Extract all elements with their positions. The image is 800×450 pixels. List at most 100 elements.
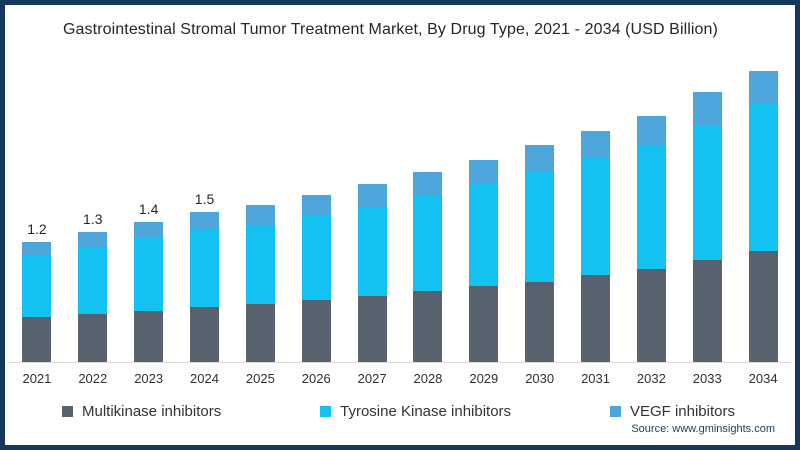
bar-stack-2029 <box>469 160 499 362</box>
bar-segment-tyrosine-kinase-inhibitors-2031 <box>581 158 611 275</box>
bar-segment-vegf-inhibitors-2022 <box>78 232 108 247</box>
bar-segment-tyrosine-kinase-inhibitors-2026 <box>301 215 331 300</box>
bar-column-2032 <box>623 68 679 362</box>
bar-stack-2021 <box>22 242 52 362</box>
bar-stack-2032 <box>636 116 666 362</box>
bar-segment-multikinase-inhibitors-2030 <box>525 282 555 362</box>
bar-column-2034 <box>735 68 791 362</box>
x-axis-label-2027: 2027 <box>357 371 387 386</box>
bar-segment-tyrosine-kinase-inhibitors-2030 <box>525 171 555 282</box>
bar-stack-2027 <box>357 184 387 362</box>
bar-segment-tyrosine-kinase-inhibitors-2025 <box>245 225 275 304</box>
legend-swatch-multikinase-inhibitors <box>62 406 73 417</box>
bar-value-label-2023: 1.4 <box>138 201 159 217</box>
bar-value-label-2022: 1.3 <box>83 211 103 227</box>
bar-segment-multikinase-inhibitors-2028 <box>413 291 443 362</box>
bar-column-2026 <box>288 68 344 362</box>
bar-segment-tyrosine-kinase-inhibitors-2024 <box>190 230 219 307</box>
bar-segment-tyrosine-kinase-inhibitors-2022 <box>78 247 108 314</box>
bar-column-2033 <box>679 68 735 362</box>
legend: Multikinase inhibitors Tyrosine Kinase i… <box>5 403 795 420</box>
bar-segment-multikinase-inhibitors-2023 <box>134 311 164 362</box>
bar-segment-tyrosine-kinase-inhibitors-2021 <box>22 255 52 317</box>
bar-stack-2033 <box>692 92 722 362</box>
bar-segment-multikinase-inhibitors-2033 <box>692 260 722 362</box>
bar-segment-vegf-inhibitors-2024 <box>190 212 219 230</box>
bar-segment-vegf-inhibitors-2021 <box>22 242 52 255</box>
bar-segment-vegf-inhibitors-2027 <box>357 184 387 207</box>
bar-segment-multikinase-inhibitors-2022 <box>78 314 108 362</box>
bar-stack-2022 <box>78 232 108 362</box>
bar-segment-vegf-inhibitors-2033 <box>692 92 722 125</box>
bar-column-2031 <box>568 68 624 362</box>
bar-stack-2024 <box>190 212 219 362</box>
plot-area: 1.2 1.3 1.4 1.5 <box>9 68 791 362</box>
bar-segment-vegf-inhibitors-2023 <box>134 222 164 237</box>
x-axis-label-2025: 2025 <box>245 371 275 386</box>
bar-stack-2023 <box>134 222 164 362</box>
bar-column-2025 <box>232 68 288 362</box>
bar-segment-vegf-inhibitors-2032 <box>636 116 666 145</box>
bar-column-2022: 1.3 <box>65 68 121 362</box>
bar-segment-vegf-inhibitors-2025 <box>245 205 275 225</box>
bar-segment-vegf-inhibitors-2031 <box>581 131 611 158</box>
x-axis-label-2028: 2028 <box>413 371 443 386</box>
bar-segment-tyrosine-kinase-inhibitors-2028 <box>413 195 443 291</box>
legend-label: VEGF inhibitors <box>629 403 735 420</box>
legend-label: Tyrosine Kinase inhibitors <box>340 403 512 420</box>
bar-segment-tyrosine-kinase-inhibitors-2032 <box>636 145 666 269</box>
legend-swatch-tyrosine-kinase-inhibitors <box>320 406 332 417</box>
bar-segment-multikinase-inhibitors-2029 <box>469 286 499 362</box>
bar-segment-multikinase-inhibitors-2034 <box>748 251 778 362</box>
bar-segment-multikinase-inhibitors-2025 <box>245 304 275 362</box>
bar-segment-vegf-inhibitors-2030 <box>525 145 555 171</box>
bar-stack-2026 <box>301 195 331 362</box>
bar-segment-tyrosine-kinase-inhibitors-2033 <box>692 125 722 260</box>
bar-stack-2025 <box>245 205 275 362</box>
legend-swatch-vegf-inhibitors <box>609 406 621 417</box>
bar-stack-2034 <box>748 71 778 362</box>
bar-stack-2028 <box>413 172 443 362</box>
legend-item-vegf-inhibitors: VEGF inhibitors <box>609 403 735 420</box>
bar-stack-2030 <box>525 145 555 362</box>
x-axis-label-2024: 2024 <box>190 371 219 386</box>
bar-column-2028 <box>400 68 456 362</box>
bar-segment-vegf-inhibitors-2026 <box>301 195 331 215</box>
x-axis: 2021 2022 2023 2024 2025 2026 2027 2028 2029 2030… <box>9 362 791 386</box>
bar-column-2030 <box>512 68 568 362</box>
bar-column-2023: 1.4 <box>121 68 177 362</box>
bar-segment-multikinase-inhibitors-2026 <box>301 300 331 362</box>
bar-segment-tyrosine-kinase-inhibitors-2029 <box>469 184 499 286</box>
legend-label: Multikinase inhibitors <box>82 403 222 420</box>
plot-wrap: 1.2 1.3 1.4 1.5 2021 2022 2023 2024 2025 2026 202… <box>5 68 795 386</box>
bar-segment-vegf-inhibitors-2034 <box>748 71 778 104</box>
bar-segment-vegf-inhibitors-2028 <box>413 172 443 195</box>
bar-stack-2031 <box>581 131 611 362</box>
bar-segment-multikinase-inhibitors-2032 <box>636 269 666 362</box>
bar-segment-tyrosine-kinase-inhibitors-2023 <box>134 237 164 311</box>
bar-segment-vegf-inhibitors-2029 <box>469 160 499 184</box>
x-axis-label-2026: 2026 <box>301 371 331 386</box>
bar-column-2027 <box>344 68 400 362</box>
x-axis-label-2033: 2033 <box>692 371 722 386</box>
x-axis-label-2032: 2032 <box>636 371 666 386</box>
bar-segment-multikinase-inhibitors-2021 <box>22 317 52 362</box>
bar-segment-multikinase-inhibitors-2027 <box>357 296 387 362</box>
x-axis-label-2022: 2022 <box>78 371 108 386</box>
x-axis-label-2034: 2034 <box>748 371 778 386</box>
x-axis-label-2030: 2030 <box>525 371 555 386</box>
bar-column-2021: 1.2 <box>9 68 65 362</box>
bar-segment-tyrosine-kinase-inhibitors-2027 <box>357 207 387 296</box>
bar-segment-multikinase-inhibitors-2031 <box>581 275 611 362</box>
bar-segment-tyrosine-kinase-inhibitors-2034 <box>748 104 778 251</box>
source-attribution: Source: www.gminsights.com <box>631 423 775 435</box>
x-axis-label-2029: 2029 <box>469 371 499 386</box>
bar-value-label-2021: 1.2 <box>27 221 47 237</box>
x-axis-label-2021: 2021 <box>22 371 52 386</box>
chart-title: Gastrointestinal Stromal Tumor Treatment… <box>63 21 718 38</box>
legend-item-multikinase-inhibitors: Multikinase inhibitors <box>62 403 221 420</box>
legend-item-tyrosine-kinase-inhibitors: Tyrosine Kinase inhibitors <box>320 403 511 420</box>
x-axis-label-2031: 2031 <box>581 371 610 386</box>
bar-value-label-2024: 1.5 <box>194 191 215 207</box>
